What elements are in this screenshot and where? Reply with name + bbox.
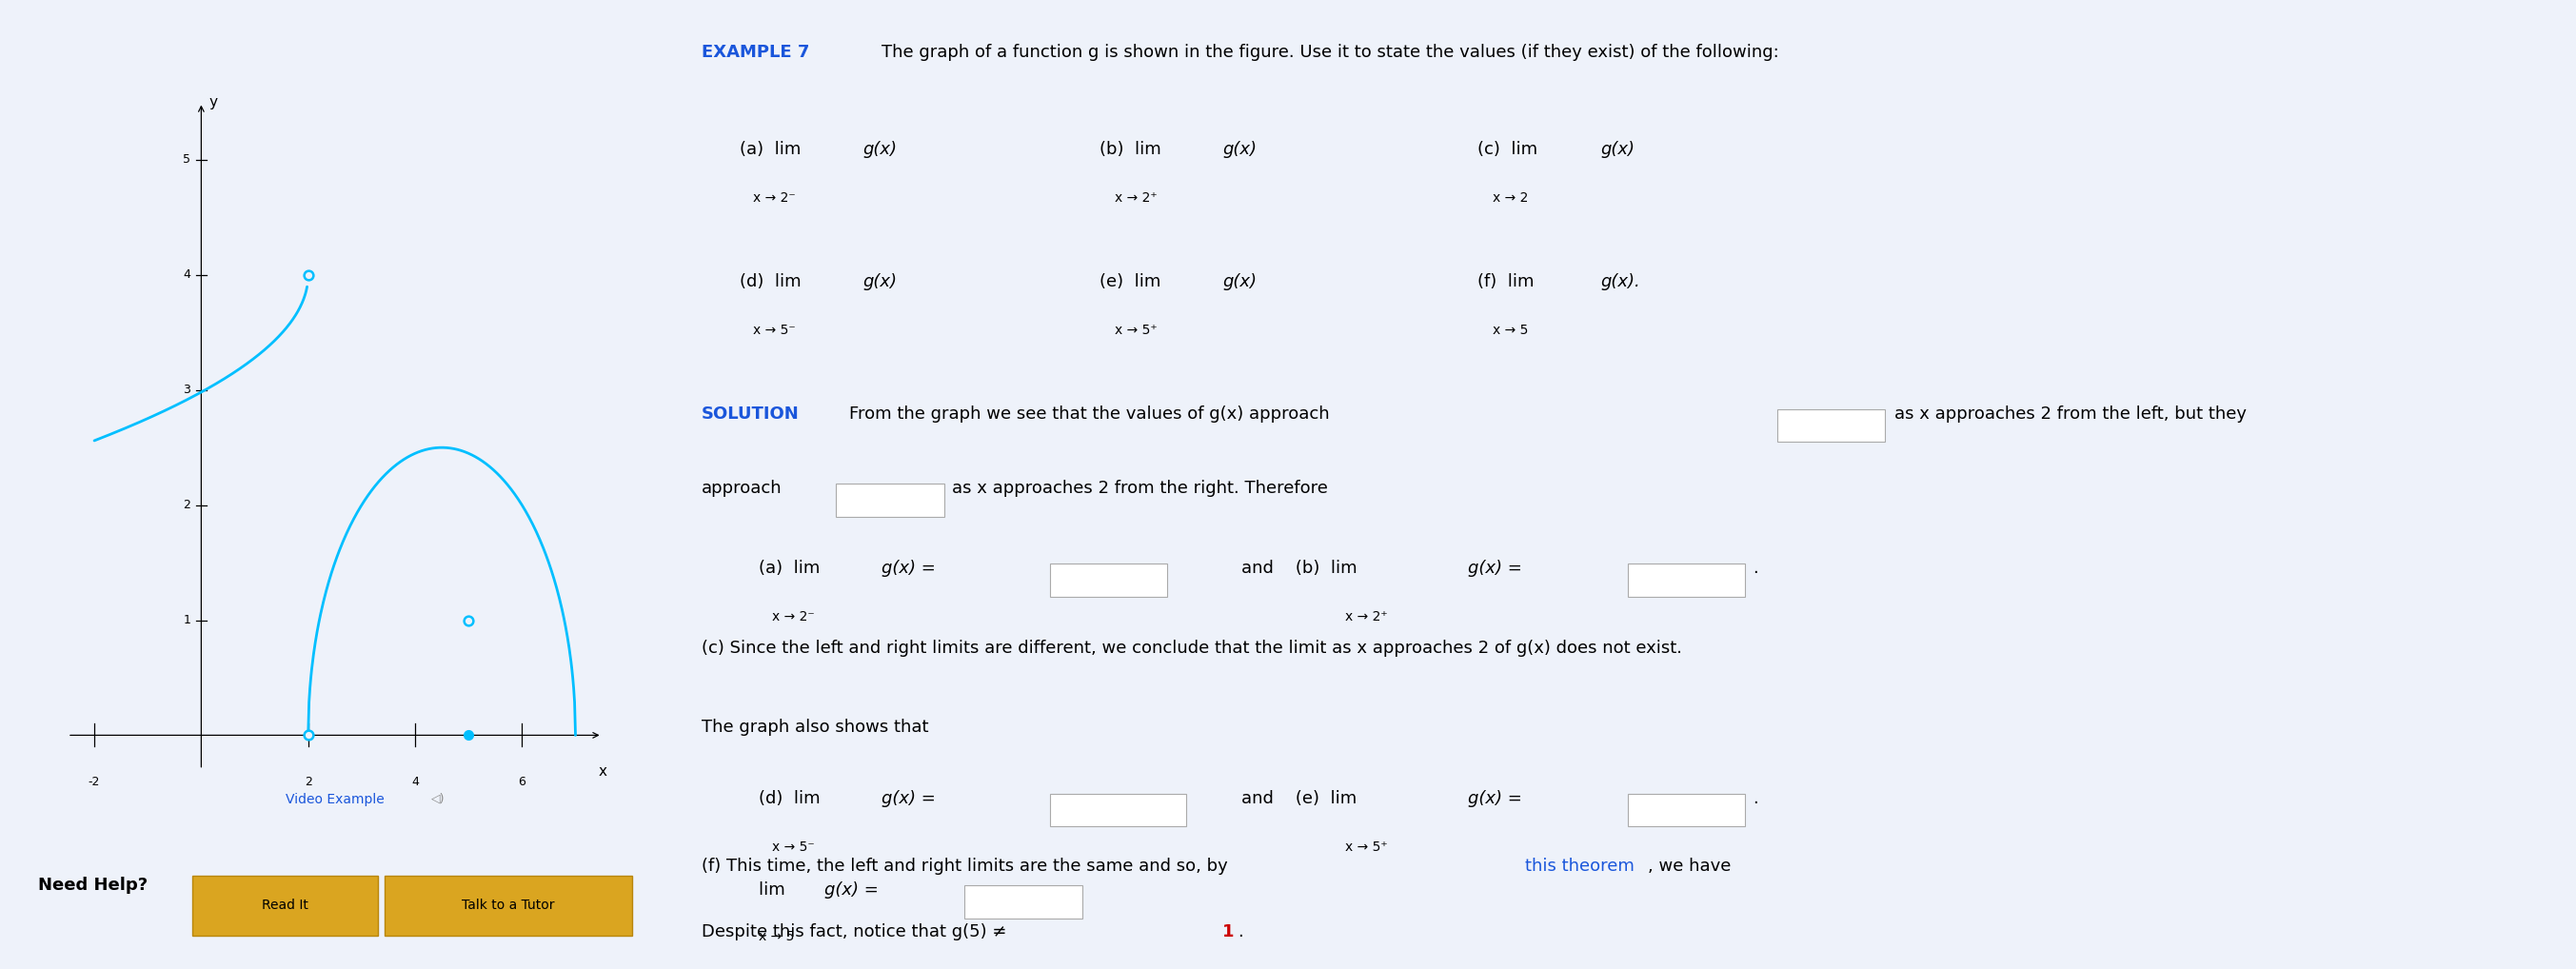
Text: Read It: Read It xyxy=(263,898,309,912)
Text: .: . xyxy=(1752,790,1757,807)
Text: 1: 1 xyxy=(1221,923,1234,941)
Text: From the graph we see that the values of g(x) approach: From the graph we see that the values of… xyxy=(850,405,1329,422)
Text: (f) This time, the left and right limits are the same and so, by: (f) This time, the left and right limits… xyxy=(701,858,1229,875)
Text: and    (b)  lim: and (b) lim xyxy=(1242,560,1368,578)
Text: x → 5: x → 5 xyxy=(1494,324,1528,337)
Text: this theorem: this theorem xyxy=(1525,858,1636,875)
FancyBboxPatch shape xyxy=(966,886,1082,919)
Text: .: . xyxy=(1752,560,1757,578)
FancyBboxPatch shape xyxy=(1777,409,1886,442)
Text: g(x): g(x) xyxy=(863,141,896,158)
FancyBboxPatch shape xyxy=(193,876,379,936)
Text: y: y xyxy=(209,95,219,109)
Text: 2: 2 xyxy=(183,499,191,512)
Text: The graph of a function g is shown in the figure. Use it to state the values (if: The graph of a function g is shown in th… xyxy=(881,44,1780,61)
Text: x → 2: x → 2 xyxy=(1494,191,1528,204)
Text: g(x) =: g(x) = xyxy=(881,560,935,578)
Text: x: x xyxy=(598,764,605,778)
Text: 4: 4 xyxy=(412,775,420,788)
Text: -2: -2 xyxy=(88,775,100,788)
Text: (a)  lim: (a) lim xyxy=(757,560,829,578)
Text: (d)  lim: (d) lim xyxy=(757,790,832,807)
Text: (c)  lim: (c) lim xyxy=(1479,141,1548,158)
Text: approach: approach xyxy=(701,480,783,497)
Text: g(x): g(x) xyxy=(1221,141,1257,158)
Text: lim: lim xyxy=(757,882,796,899)
Text: SOLUTION: SOLUTION xyxy=(701,405,799,422)
Text: x → 2⁺: x → 2⁺ xyxy=(1345,610,1388,624)
Text: as x approaches 2 from the right. Therefore: as x approaches 2 from the right. Theref… xyxy=(951,480,1327,497)
FancyBboxPatch shape xyxy=(1051,564,1167,597)
Text: (f)  lim: (f) lim xyxy=(1479,273,1546,291)
Text: g(x) =: g(x) = xyxy=(1468,560,1522,578)
Text: (e)  lim: (e) lim xyxy=(1100,273,1172,291)
FancyBboxPatch shape xyxy=(1628,564,1744,597)
Text: 6: 6 xyxy=(518,775,526,788)
Text: , we have: , we have xyxy=(1649,858,1731,875)
Text: (a)  lim: (a) lim xyxy=(739,141,811,158)
FancyBboxPatch shape xyxy=(1628,794,1744,827)
Text: Talk to a Tutor: Talk to a Tutor xyxy=(461,898,554,912)
Text: x → 2⁻: x → 2⁻ xyxy=(773,610,814,624)
Text: (d)  lim: (d) lim xyxy=(739,273,811,291)
Text: x → 2⁻: x → 2⁻ xyxy=(752,191,796,204)
Text: ◁): ◁) xyxy=(430,793,446,805)
Text: x → 5⁻: x → 5⁻ xyxy=(752,324,796,337)
Text: g(x) =: g(x) = xyxy=(824,882,878,899)
Text: g(x).: g(x). xyxy=(1600,273,1641,291)
Text: x → 5⁺: x → 5⁺ xyxy=(1115,324,1157,337)
Text: The graph also shows that: The graph also shows that xyxy=(701,719,927,736)
Text: and    (e)  lim: and (e) lim xyxy=(1242,790,1368,807)
Text: g(x): g(x) xyxy=(1221,273,1257,291)
Text: .: . xyxy=(1236,923,1242,941)
Text: x → 5: x → 5 xyxy=(757,930,793,944)
Text: 2: 2 xyxy=(304,775,312,788)
FancyBboxPatch shape xyxy=(384,876,631,936)
Text: EXAMPLE 7: EXAMPLE 7 xyxy=(701,44,809,61)
Text: 4: 4 xyxy=(183,268,191,281)
Text: x → 5⁺: x → 5⁺ xyxy=(1345,840,1388,854)
FancyBboxPatch shape xyxy=(837,484,943,516)
Text: 5: 5 xyxy=(183,154,191,166)
Text: x → 5⁻: x → 5⁻ xyxy=(773,840,814,854)
Text: (c) Since the left and right limits are different, we conclude that the limit as: (c) Since the left and right limits are … xyxy=(701,640,1682,657)
FancyBboxPatch shape xyxy=(1051,794,1188,827)
Text: 3: 3 xyxy=(183,384,191,396)
Text: (b)  lim: (b) lim xyxy=(1100,141,1172,158)
Text: Video Example: Video Example xyxy=(286,793,384,806)
Text: x → 2⁺: x → 2⁺ xyxy=(1115,191,1157,204)
Text: g(x) =: g(x) = xyxy=(881,790,935,807)
Text: g(x): g(x) xyxy=(863,273,896,291)
Text: as x approaches 2 from the left, but they: as x approaches 2 from the left, but the… xyxy=(1893,405,2246,422)
Text: g(x) =: g(x) = xyxy=(1468,790,1522,807)
Text: g(x): g(x) xyxy=(1600,141,1636,158)
Text: Despite this fact, notice that g(5) ≠: Despite this fact, notice that g(5) ≠ xyxy=(701,923,1012,941)
Text: 1: 1 xyxy=(183,614,191,626)
Text: Need Help?: Need Help? xyxy=(39,877,147,894)
